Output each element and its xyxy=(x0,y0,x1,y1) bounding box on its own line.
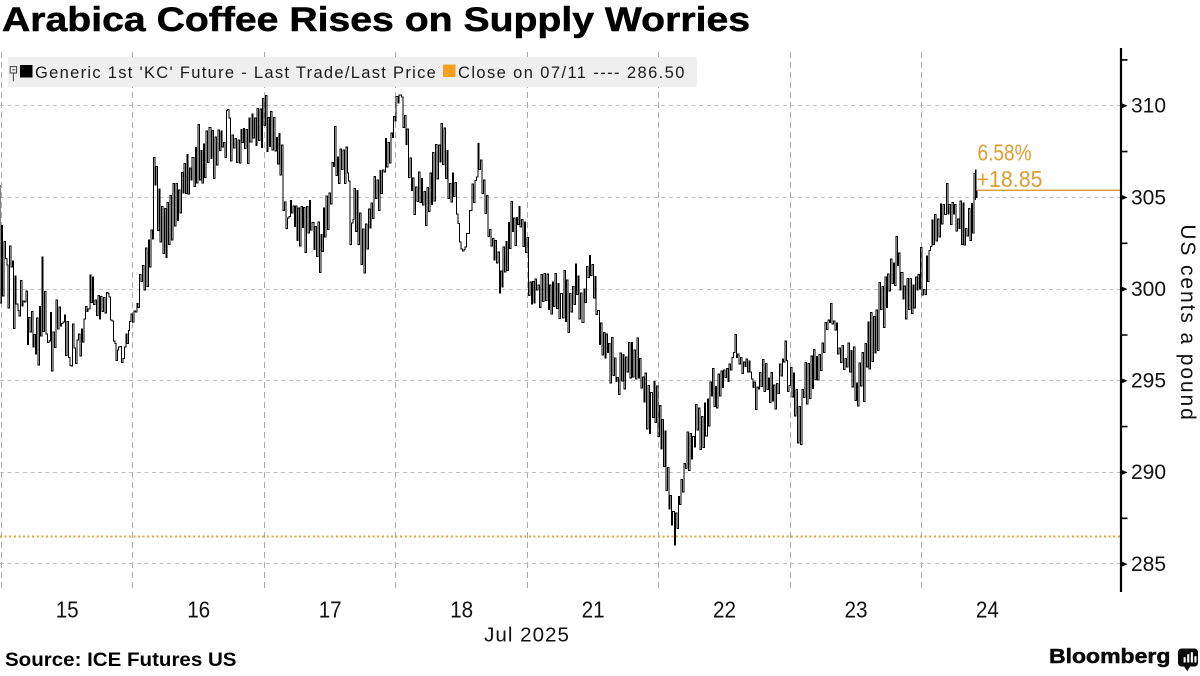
svg-text:295: 295 xyxy=(1131,370,1166,393)
svg-text:22: 22 xyxy=(713,597,736,623)
svg-text:21: 21 xyxy=(582,597,605,623)
svg-text:6.58%: 6.58% xyxy=(978,140,1032,166)
svg-text:310: 310 xyxy=(1131,95,1166,118)
svg-text:290: 290 xyxy=(1131,461,1166,484)
svg-text:US cents a pound: US cents a pound xyxy=(1176,224,1199,421)
svg-text:+18.85: +18.85 xyxy=(977,166,1043,192)
svg-text:24: 24 xyxy=(976,597,999,623)
svg-text:Generic 1st 'KC' Future - Last: Generic 1st 'KC' Future - Last Trade/Las… xyxy=(35,64,437,82)
svg-text:15: 15 xyxy=(56,597,79,623)
svg-text:17: 17 xyxy=(319,597,342,623)
svg-text:Jul 2025: Jul 2025 xyxy=(484,624,570,647)
svg-text:305: 305 xyxy=(1131,186,1166,209)
svg-text:16: 16 xyxy=(187,597,210,623)
svg-text:23: 23 xyxy=(845,597,868,623)
svg-text:300: 300 xyxy=(1131,278,1166,301)
svg-text:18: 18 xyxy=(450,597,473,623)
svg-text:285: 285 xyxy=(1131,553,1166,576)
svg-text:Close on 07/11 ---- 286.50: Close on 07/11 ---- 286.50 xyxy=(458,64,686,82)
